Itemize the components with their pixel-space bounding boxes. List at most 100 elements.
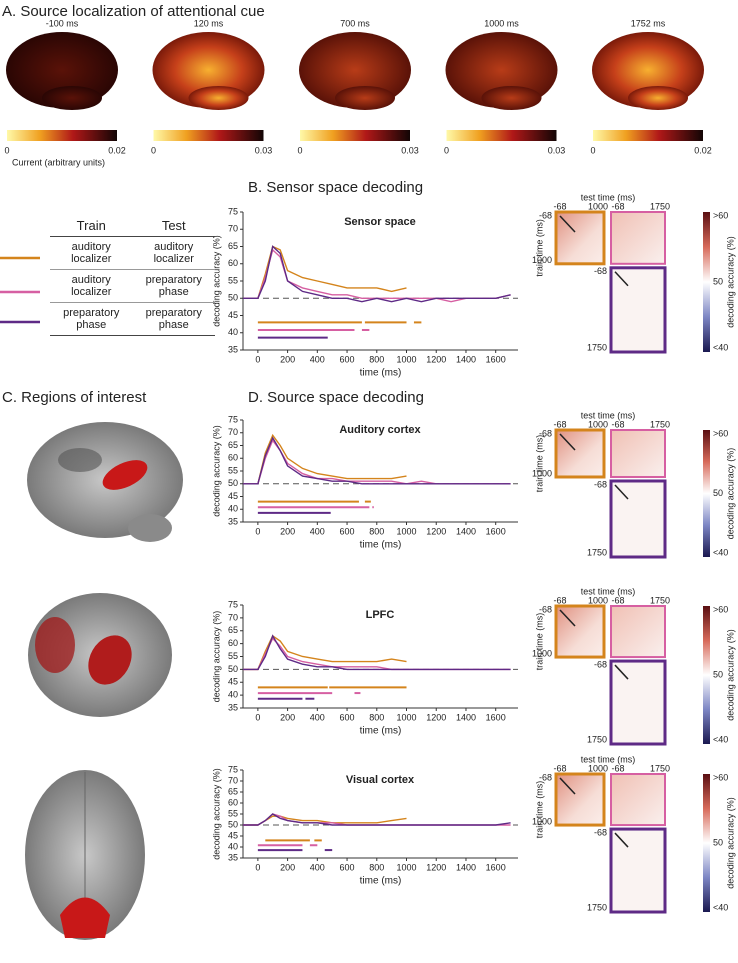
y-axis-label: decoding accuracy (%)	[211, 611, 221, 703]
heatmap-diagonal	[614, 664, 629, 680]
test-time-label: test time (ms)	[581, 410, 636, 420]
colorbar	[593, 130, 703, 141]
table-cell: auditory localizer	[50, 236, 133, 270]
series-line	[243, 245, 407, 299]
source-map-lobe	[335, 86, 395, 110]
table-header-cell: Train	[50, 215, 133, 237]
x-tick-label: 400	[310, 526, 325, 536]
colorbar-tick: >60	[713, 428, 728, 438]
colorbar-label: decoding accuracy (%)	[725, 629, 735, 721]
colorbar	[153, 130, 264, 141]
x-tick-label: 600	[340, 712, 355, 722]
y-tick-label: 60	[228, 638, 238, 648]
heatmap-tick: -68	[539, 604, 552, 614]
heatmap-tick: 1000	[588, 763, 608, 773]
colorbar	[703, 606, 710, 744]
table-header-cell: Test	[132, 215, 215, 237]
colorbar-max: 0.02	[108, 145, 126, 155]
x-tick-label: 600	[340, 862, 355, 872]
table-row: auditory localizer auditory localizer	[50, 236, 215, 270]
heatmap-tick: -68	[553, 201, 566, 211]
colorbar-tick: 50	[713, 837, 723, 847]
y-tick-label: 60	[228, 453, 238, 463]
heatmap-tick: -68	[611, 763, 624, 773]
source-map-lobe	[42, 86, 102, 110]
panel-c-title: C. Regions of interest	[2, 389, 147, 406]
colorbar-tick: 50	[713, 488, 723, 498]
series-line	[243, 634, 407, 671]
y-tick-label: 45	[228, 491, 238, 501]
table-cell: auditory localizer	[132, 236, 215, 270]
heatmap-tick: 1750	[650, 763, 670, 773]
x-tick-label: 1400	[456, 526, 476, 536]
x-tick-label: 600	[340, 354, 355, 364]
heatmap-tick: -68	[594, 659, 607, 669]
x-tick-label: 0	[255, 526, 260, 536]
map-time-label: 120 ms	[194, 18, 224, 28]
source-map-lobe	[628, 86, 688, 110]
train-time-label: train time (ms)	[534, 435, 544, 493]
heatmap-cross	[610, 773, 666, 827]
table-row: auditory localizer preparatory phase	[50, 269, 215, 303]
test-time-label: test time (ms)	[581, 754, 636, 764]
x-tick-label: 1400	[456, 712, 476, 722]
colorbar	[446, 130, 557, 141]
y-tick-label: 40	[228, 504, 238, 514]
heatmap-cross	[610, 429, 666, 478]
table-cell: preparatory phase	[132, 302, 215, 336]
chart-title: LPFC	[366, 609, 395, 621]
colorbar-tick: 50	[713, 669, 723, 679]
x-tick-label: 1600	[486, 862, 506, 872]
x-tick-label: 800	[369, 712, 384, 722]
y-tick-label: 55	[228, 465, 238, 475]
colorbar-label: decoding accuracy (%)	[725, 797, 735, 889]
roi-brain-auditory	[27, 422, 183, 542]
y-tick-label: 75	[228, 764, 238, 774]
y-tick-label: 70	[228, 427, 238, 437]
x-tick-label: 200	[280, 712, 295, 722]
source-map-lobe	[481, 86, 542, 110]
y-tick-label: 35	[228, 702, 238, 712]
x-tick-label: 1000	[396, 354, 416, 364]
test-time-label: test time (ms)	[581, 192, 636, 202]
series-line	[243, 634, 511, 671]
x-axis-label: time (ms)	[360, 726, 402, 737]
heatmap-diagonal	[559, 433, 576, 451]
chart-title: Sensor space	[344, 216, 416, 228]
x-tick-label: 400	[310, 354, 325, 364]
map-time-label: 700 ms	[340, 18, 370, 28]
x-tick-label: 1600	[486, 354, 506, 364]
heatmap-preparatory	[609, 479, 667, 559]
colorbar-max: 0.03	[548, 145, 566, 155]
x-tick-label: 200	[280, 526, 295, 536]
colorbar-tick: <40	[713, 342, 728, 352]
train-test-table: Train Test auditory localizer auditory loc…	[50, 215, 215, 336]
colorbar	[300, 130, 410, 141]
y-tick-label: 55	[228, 808, 238, 818]
heatmap-tick: -68	[611, 595, 624, 605]
heatmap-tick: 1750	[587, 547, 607, 557]
colorbar-label: decoding accuracy (%)	[725, 236, 735, 328]
series-line	[243, 433, 407, 485]
colorbar-max: 0.03	[255, 145, 273, 155]
y-tick-label: 50	[228, 819, 238, 829]
y-tick-label: 65	[228, 625, 238, 635]
x-tick-label: 1200	[426, 526, 446, 536]
colorbar	[703, 430, 710, 557]
colorbar	[703, 212, 710, 352]
map-time-label: 1752 ms	[631, 18, 666, 28]
y-tick-label: 40	[228, 327, 238, 337]
train-time-label: train time (ms)	[534, 219, 544, 277]
train-time-label: train time (ms)	[534, 613, 544, 671]
heatmap-diagonal	[559, 215, 576, 233]
y-tick-label: 35	[228, 516, 238, 526]
heatmap-tick: 1750	[587, 902, 607, 912]
series-line	[243, 248, 511, 303]
x-axis-label: time (ms)	[360, 368, 402, 379]
panel-a-title: A. Source localization of attentional cu…	[2, 3, 265, 20]
y-tick-label: 75	[228, 206, 238, 216]
heatmap-diagonal	[614, 271, 629, 287]
colorbar-min: 0	[4, 145, 9, 155]
